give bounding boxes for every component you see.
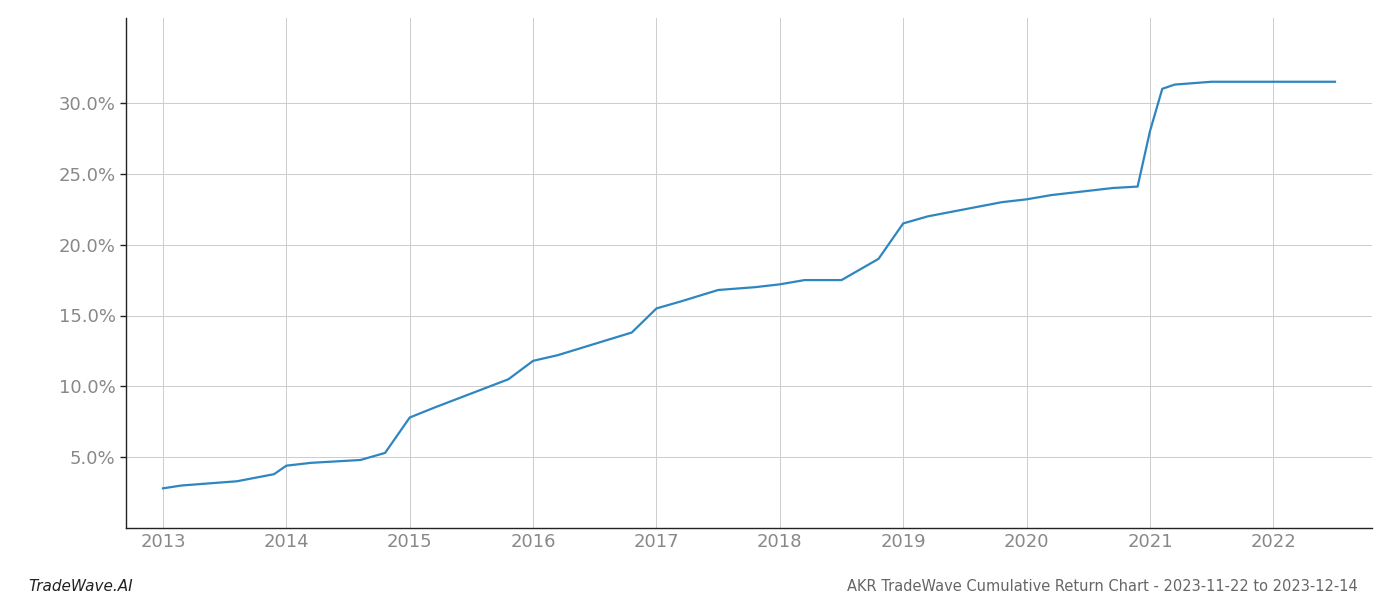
- Text: AKR TradeWave Cumulative Return Chart - 2023-11-22 to 2023-12-14: AKR TradeWave Cumulative Return Chart - …: [847, 579, 1358, 594]
- Text: TradeWave.AI: TradeWave.AI: [28, 579, 133, 594]
